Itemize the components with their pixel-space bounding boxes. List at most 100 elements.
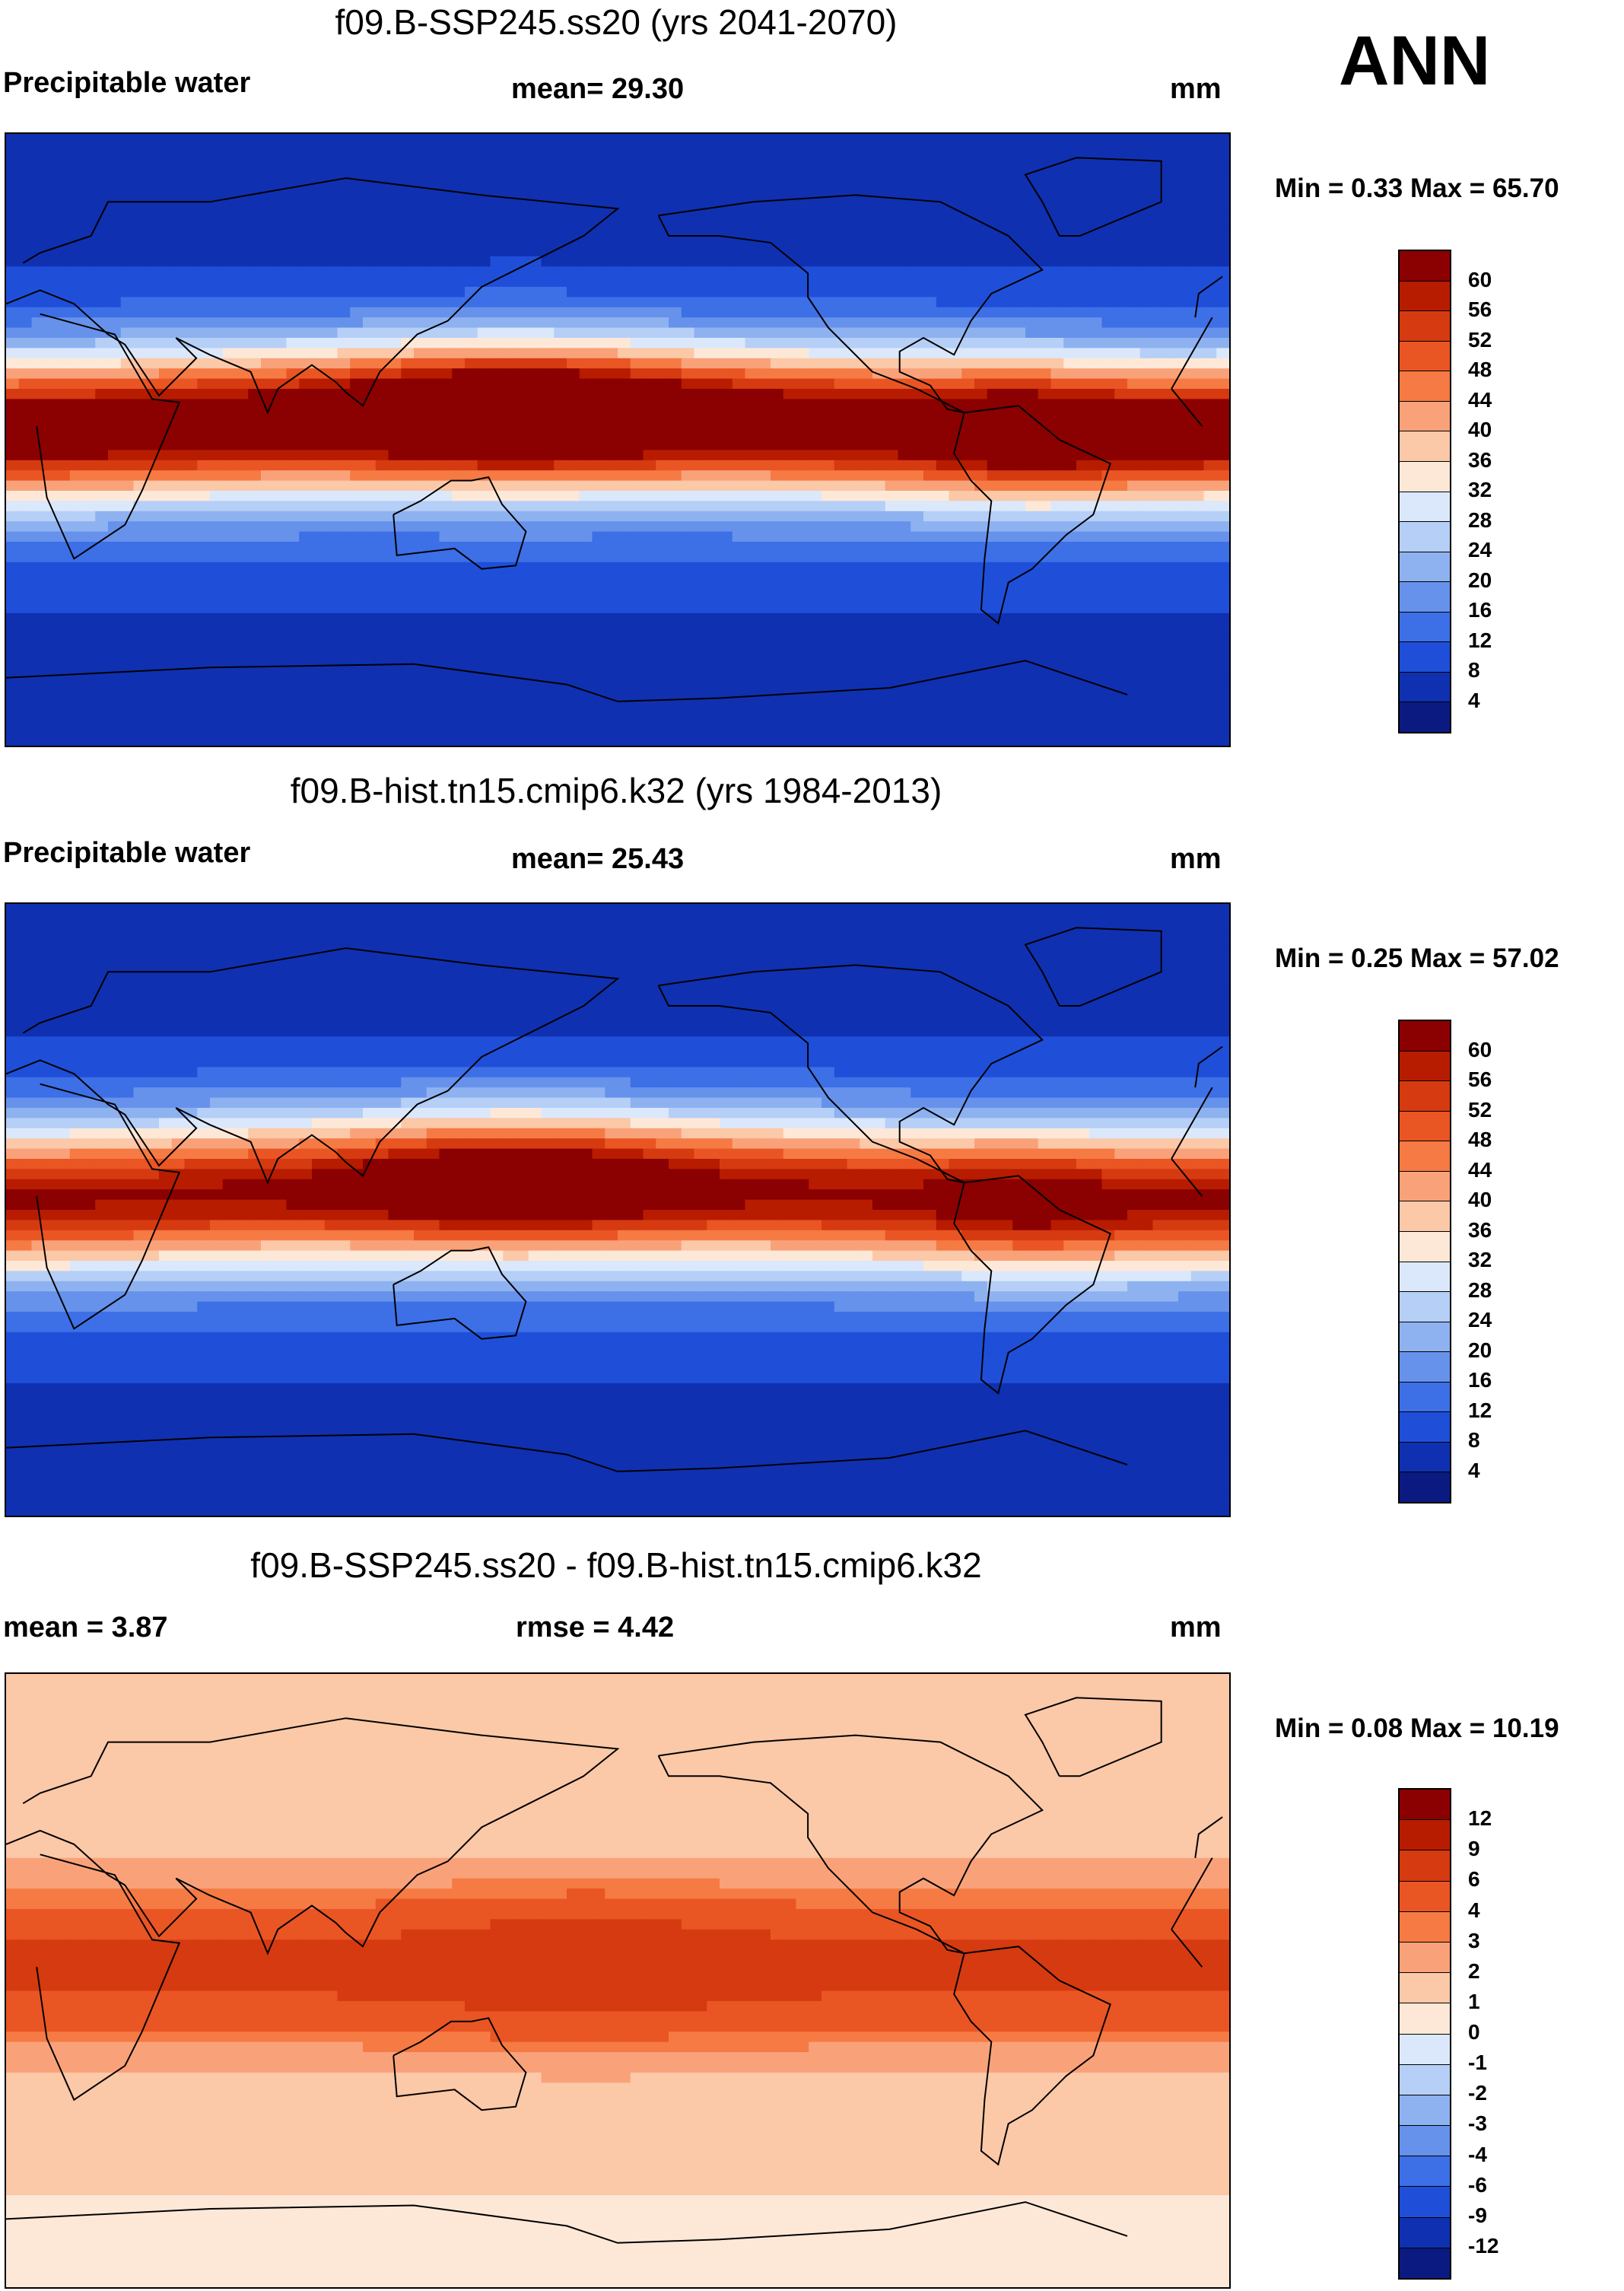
field-cell (324, 317, 338, 329)
field-cell (312, 440, 326, 450)
field-cell (949, 236, 962, 247)
field-cell (567, 409, 580, 420)
field-cell (732, 542, 746, 552)
field-cell (159, 144, 173, 155)
field-cell (273, 338, 288, 348)
field-cell (720, 378, 733, 390)
field-cell (1088, 644, 1103, 654)
field-cell (656, 287, 669, 298)
field-cell (1050, 623, 1064, 635)
field-cell (286, 256, 300, 267)
field-cell (159, 266, 173, 278)
field-cell (477, 623, 491, 635)
field-cell (210, 429, 224, 441)
field-cell (541, 593, 555, 603)
field-cell (363, 327, 377, 339)
field-cell (133, 399, 147, 410)
field-cell (286, 215, 300, 227)
field-cell (95, 246, 109, 257)
field-cell (911, 389, 924, 399)
field-cell (618, 409, 631, 420)
field-cell (197, 491, 211, 501)
field-cell (554, 511, 567, 522)
field-cell (758, 603, 771, 614)
field-cell (6, 531, 20, 543)
field-cell (69, 327, 84, 339)
field-cell (388, 307, 402, 318)
field-cell (974, 409, 988, 420)
field-cell (6, 419, 20, 431)
field-cell (375, 307, 389, 318)
field-cell (707, 521, 720, 533)
field-cell (1000, 348, 1013, 359)
field-cell (273, 399, 288, 410)
field-cell (146, 205, 160, 216)
field-cell (248, 501, 262, 512)
field-cell (477, 195, 491, 206)
field-cell (707, 389, 720, 399)
field-cell (1165, 348, 1179, 359)
field-cell (987, 236, 1001, 247)
field-cell (146, 287, 160, 298)
field-cell (694, 399, 707, 410)
field-cell (605, 552, 618, 563)
field-cell (222, 511, 237, 522)
field-cell (337, 633, 351, 644)
field-cell (1165, 246, 1179, 257)
field-cell (503, 297, 516, 308)
field-cell (465, 338, 478, 348)
field-cell (82, 174, 96, 186)
field-cell (720, 633, 733, 644)
field-cell (184, 511, 198, 522)
field-cell (452, 480, 466, 492)
field-cell (822, 460, 835, 471)
field-cell (18, 348, 33, 359)
field-cell (57, 287, 71, 298)
field-cell (1076, 582, 1090, 593)
field-cell (1025, 225, 1039, 237)
field-cell (618, 613, 631, 624)
field-cell (452, 654, 466, 665)
field-cell (656, 644, 669, 654)
field-cell (860, 205, 873, 216)
field-cell (898, 460, 911, 471)
field-cell (210, 542, 224, 552)
field-cell (1101, 287, 1115, 298)
field-cell (31, 399, 45, 410)
field-cell (1076, 460, 1090, 471)
field-cell (1216, 215, 1229, 227)
field-cell (541, 409, 555, 420)
field-cell (426, 307, 440, 318)
field-cell (439, 644, 453, 654)
field-cell (146, 368, 160, 380)
field-cell (567, 623, 580, 635)
field-cell (1025, 378, 1039, 390)
field-cell (745, 511, 758, 522)
field-cell (630, 348, 644, 359)
field-cell (669, 276, 682, 288)
field-cell (1178, 225, 1192, 237)
field-cell (503, 480, 516, 492)
field-cell (1050, 205, 1064, 216)
field-cell (847, 144, 860, 155)
field-cell (847, 297, 860, 308)
field-cell (184, 205, 198, 216)
field-cell (681, 144, 695, 155)
field-cell (987, 480, 1001, 492)
field-cell (452, 348, 466, 359)
field-cell (490, 419, 504, 431)
field-cell (885, 307, 899, 318)
field-cell (860, 307, 873, 318)
field-cell (235, 480, 249, 492)
field-cell (1063, 593, 1077, 603)
field-cell (528, 225, 542, 237)
field-cell (146, 317, 160, 329)
field-cell (401, 429, 415, 441)
field-cell (337, 613, 351, 624)
field-cell (1152, 542, 1166, 552)
field-cell (949, 185, 962, 196)
field-cell (363, 521, 377, 533)
field-cell (1025, 613, 1039, 624)
field-cell (618, 460, 631, 471)
field-cell (541, 419, 555, 431)
